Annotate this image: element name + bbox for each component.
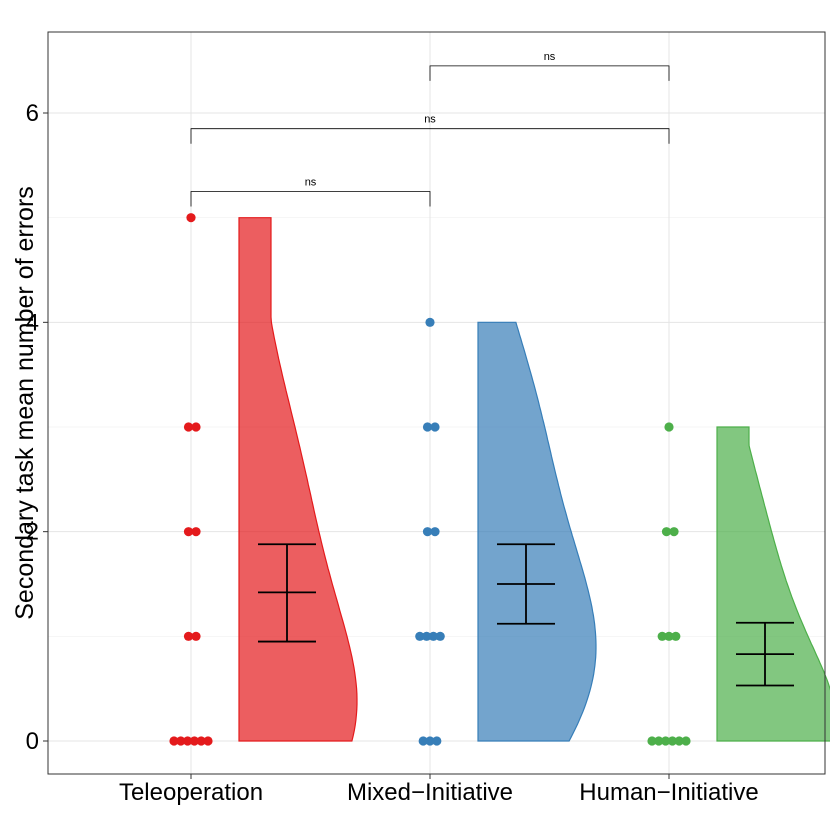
data-point	[425, 736, 435, 746]
x-tick-label: Mixed−Initiative	[347, 779, 513, 806]
data-point	[654, 736, 664, 746]
data-point	[203, 736, 213, 746]
data-point	[661, 736, 671, 746]
density-cloud-3	[716, 426, 830, 742]
data-point	[422, 527, 433, 537]
data-point	[661, 527, 672, 537]
data-point	[183, 422, 194, 432]
plot-panel-border	[47, 31, 826, 775]
data-point	[664, 631, 674, 641]
y-tick-label: 0	[26, 728, 39, 755]
significance-bracket	[190, 128, 670, 144]
grid-layer	[48, 32, 825, 774]
data-point	[191, 631, 201, 641]
y-axis-title: Secondary task mean number of errors	[11, 186, 39, 620]
data-point	[425, 317, 435, 327]
data-point	[669, 527, 679, 537]
data-point	[183, 736, 193, 746]
errorbar-layer	[258, 543, 794, 687]
data-point	[681, 736, 691, 746]
data-point	[432, 736, 442, 746]
data-point	[422, 422, 433, 432]
data-point	[657, 631, 667, 641]
significance-bracket	[190, 191, 431, 207]
data-point	[183, 527, 194, 537]
data-point	[169, 736, 179, 746]
data-point	[183, 631, 194, 641]
x-tick-label: Human−Initiative	[579, 779, 758, 806]
significance-label: ns	[424, 114, 436, 126]
data-point	[430, 527, 440, 537]
data-point	[196, 736, 206, 746]
data-point	[667, 736, 678, 746]
significance-label: ns	[544, 51, 556, 63]
data-point	[435, 631, 445, 641]
data-point	[191, 422, 201, 432]
data-point	[422, 631, 432, 641]
y-tick-label: 6	[26, 100, 39, 127]
data-point	[191, 527, 201, 537]
data-point	[664, 422, 674, 432]
data-point	[671, 631, 681, 641]
x-tick-label: Teleoperation	[119, 779, 263, 806]
data-point	[647, 736, 657, 746]
density-cloud-1	[238, 217, 358, 742]
y-tick-label: 4	[26, 309, 39, 336]
data-point	[176, 736, 186, 746]
data-point	[186, 213, 196, 223]
cloud-layer	[238, 217, 830, 742]
data-point	[674, 736, 684, 746]
point-layer	[169, 213, 691, 746]
data-point	[428, 631, 438, 641]
data-point	[430, 422, 440, 432]
comparison-layer: ns ns ns	[190, 51, 670, 207]
significance-bracket	[429, 65, 670, 81]
density-cloud-2	[477, 321, 597, 742]
axis-layer: 0 2 4 6 Teleoperation Mixed−Initiative Human−I…	[26, 100, 759, 806]
data-point	[189, 736, 199, 746]
data-point	[415, 631, 425, 641]
y-tick-label: 2	[26, 519, 39, 546]
significance-label: ns	[305, 177, 317, 189]
data-point	[418, 736, 428, 746]
